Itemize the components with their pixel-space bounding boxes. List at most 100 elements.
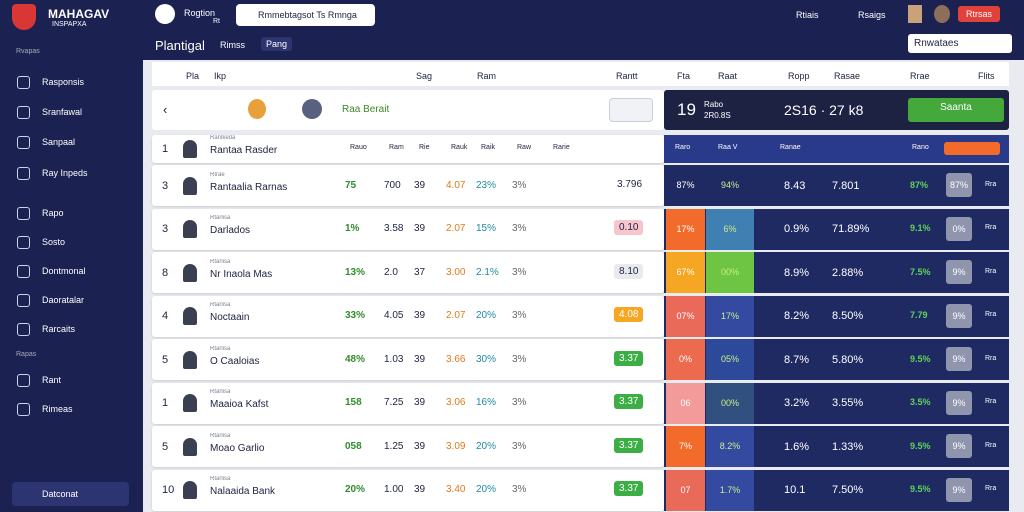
stat: 1% [345,223,360,234]
nav-item[interactable]: Sranfawal [42,107,83,117]
nav-icon [17,106,30,119]
stat: 20% [476,310,497,321]
rank: 1 [162,397,169,409]
nav-item[interactable]: Rant [42,375,62,385]
footer-item[interactable] [12,482,129,506]
panel-value: 3.55% [832,397,864,409]
panel-value: 8.50% [832,310,864,322]
top-button[interactable]: Rtrsas [958,6,1001,22]
panel-value: 9.1% [910,223,931,233]
panel-value: 2.88% [832,266,864,279]
stat: 13% [345,266,366,278]
table-row [152,426,664,467]
panel-value: 1.6% [784,440,810,453]
panel-sub-header: Rano [912,144,929,151]
player-name: Rantaalia Rarnas [210,181,288,193]
stat: 4.05 [384,310,404,321]
sub-header: Rie [419,144,430,151]
nav-link[interactable]: Rtiais [796,10,819,20]
nav-link[interactable]: Rsaigs [858,10,886,20]
team-name: Rtarlisa [210,389,231,395]
panel-value: 8.9% [784,266,810,279]
rank: 3 [162,179,169,192]
panel-value: 1.33% [832,440,864,453]
match-button[interactable]: Saanta [908,98,1004,122]
stat: 3% [512,440,527,452]
nav-item[interactable]: Ray Inpeds [42,168,88,178]
panel-value: 7.79 [910,310,928,320]
panel-sub-header: Raro [675,144,691,151]
column-header: Raat [718,71,738,81]
stat: 7.25 [384,397,404,408]
panel-value: 87% [946,173,972,197]
panel-value: 9% [946,303,972,328]
panel-value: 00% [706,252,754,293]
stat: 158 [345,397,362,408]
team-name: Rtrae [210,171,225,178]
stat: 058 [345,440,362,452]
score: 19 [677,100,696,119]
panel-tag: Rra [985,311,997,318]
dropdown[interactable]: Rnwataes [908,34,1012,53]
player-name: Rantaa Rasder [210,145,278,156]
panel-value: 9% [946,434,972,458]
table-row [152,339,664,380]
panel-value: 00% [706,382,754,424]
table-row [152,295,664,337]
badge: 3.37 [614,437,644,453]
panel-tag: Rra [985,485,997,492]
score-label: Rabo [704,100,724,109]
player-photo [183,350,197,369]
sub-header: Ram [389,144,404,151]
nav-item[interactable]: Sanpaal [42,137,76,147]
panel-value: 5.80% [832,353,864,366]
stat: 37 [414,266,426,278]
nav-item[interactable]: Rarcaits [42,324,76,334]
stat: 75 [345,179,357,191]
stat: 48% [345,353,366,365]
rank: 5 [162,440,169,453]
nav-item[interactable]: Rimeas [42,404,73,414]
tab[interactable]: Rimss [220,40,245,50]
match-search[interactable] [609,98,653,122]
stat: 3% [512,397,527,408]
nav-icon [17,136,30,149]
panel-value: 87% [676,180,695,190]
nav-item[interactable]: Rapo [42,208,64,218]
panel-tag: Rra [985,224,997,231]
nav-item[interactable]: Dontmonal [42,266,86,276]
rank: 8 [162,266,169,279]
nav-item[interactable]: Daoratalar [42,295,85,305]
player-photo [183,307,197,325]
stat: 1.25 [384,440,404,452]
stat: 3% [512,179,527,191]
nav-icon [17,403,30,416]
nav-item[interactable]: Rasponsis [42,77,85,87]
rank: 4 [162,310,169,322]
stat: 39 [414,397,426,408]
badge: 3.37 [614,350,644,366]
stat: 39 [414,310,426,321]
back[interactable]: ‹ [163,102,168,117]
stat: 39 [414,223,426,234]
tab[interactable]: Pang [261,37,293,51]
stat: 3.40 [446,484,466,495]
panel-value: 7.801 [832,179,860,192]
badge: 3.37 [614,481,644,496]
rank: 1 [162,143,169,155]
panel-value: 8.2% [706,426,754,467]
panel-value: 8.7% [784,353,810,366]
stat: 20% [476,484,497,495]
panel-tag: Rra [985,441,997,449]
column-header: Rrae [910,71,930,81]
team-name: Rtarlisa [210,345,231,352]
team-name: Rtarlisa [210,432,231,439]
search-box[interactable] [236,4,375,26]
panel-tag: Rra [985,267,997,275]
stat: 700 [384,179,401,191]
stat: 3.58 [384,223,404,234]
stat: 3.09 [446,440,466,452]
nav-item[interactable]: Sosto [42,237,66,247]
panel-value: 07 [666,469,705,511]
panel-badge [944,142,1000,155]
